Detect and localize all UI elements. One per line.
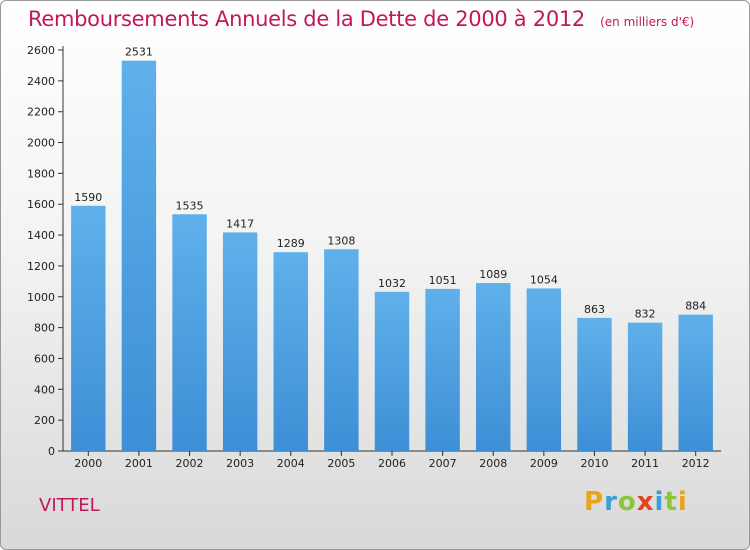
bar-2007 bbox=[425, 288, 460, 451]
y-tick-label: 0 bbox=[48, 445, 55, 458]
x-tick-label: 2006 bbox=[378, 457, 406, 470]
x-tick-label: 2001 bbox=[125, 457, 153, 470]
chart-title: Remboursements Annuels de la Dette de 20… bbox=[28, 7, 585, 31]
data-label: 1054 bbox=[530, 273, 558, 286]
x-tick-label: 2007 bbox=[429, 457, 457, 470]
y-tick-label: 800 bbox=[34, 322, 55, 335]
bar-2004 bbox=[273, 252, 308, 451]
y-tick-label: 1800 bbox=[27, 167, 55, 180]
brand-letter: o bbox=[617, 487, 637, 517]
x-tick-label: 2002 bbox=[176, 457, 204, 470]
data-label: 1308 bbox=[327, 234, 355, 247]
brand-letter: x bbox=[636, 487, 655, 517]
data-label: 863 bbox=[584, 303, 605, 316]
bar-2010 bbox=[577, 317, 612, 451]
bar-2008 bbox=[476, 283, 511, 451]
x-tick-label: 2008 bbox=[479, 457, 507, 470]
x-tick-label: 2000 bbox=[74, 457, 102, 470]
brand-letter: i bbox=[654, 487, 665, 517]
y-tick-label: 1400 bbox=[27, 229, 55, 242]
x-tick-label: 2005 bbox=[327, 457, 355, 470]
bar-2012 bbox=[678, 314, 713, 451]
bar-2005 bbox=[324, 249, 359, 451]
bar-2002 bbox=[172, 214, 207, 451]
y-tick-label: 2200 bbox=[27, 106, 55, 119]
brand-letter: r bbox=[604, 487, 618, 517]
data-label: 1535 bbox=[176, 199, 204, 212]
brand-letter: i bbox=[677, 487, 688, 517]
bar-2011 bbox=[627, 322, 663, 451]
data-label: 1032 bbox=[378, 277, 406, 290]
x-tick-label: 2012 bbox=[682, 457, 710, 470]
place-name: VITTEL bbox=[39, 495, 100, 516]
x-tick-label: 2004 bbox=[277, 457, 305, 470]
bar-2006 bbox=[374, 291, 410, 451]
y-tick-label: 200 bbox=[34, 414, 55, 427]
data-label: 1590 bbox=[74, 191, 102, 204]
brand-letter: t bbox=[664, 487, 678, 517]
bar-2009 bbox=[526, 288, 562, 451]
data-label: 2531 bbox=[125, 46, 153, 59]
x-tick-label: 2003 bbox=[226, 457, 254, 470]
y-tick-label: 400 bbox=[34, 383, 55, 396]
x-tick-label: 2010 bbox=[580, 457, 608, 470]
x-tick-label: 2009 bbox=[530, 457, 558, 470]
data-label: 1289 bbox=[277, 237, 305, 250]
y-tick-label: 1600 bbox=[27, 198, 55, 211]
y-tick-label: 1200 bbox=[27, 260, 55, 273]
data-label: 832 bbox=[635, 308, 656, 321]
x-tick-label: 2011 bbox=[631, 457, 659, 470]
y-tick-label: 2000 bbox=[27, 137, 55, 150]
y-tick-label: 600 bbox=[34, 352, 55, 365]
y-tick-label: 2600 bbox=[27, 44, 55, 57]
chart-subtitle: (en milliers d'€) bbox=[600, 15, 695, 29]
bar-2001 bbox=[121, 60, 157, 452]
brand-letter: P bbox=[584, 487, 605, 517]
brand-logo: Proxiti bbox=[584, 487, 688, 517]
data-label: 1417 bbox=[226, 217, 254, 230]
data-label: 1051 bbox=[429, 274, 457, 287]
bar-2003 bbox=[222, 232, 258, 451]
y-tick-label: 1000 bbox=[27, 291, 55, 304]
y-tick-label: 2400 bbox=[27, 75, 55, 88]
bar-2000 bbox=[71, 205, 106, 451]
data-label: 1089 bbox=[479, 268, 507, 281]
data-label: 884 bbox=[685, 300, 706, 313]
title-block: Remboursements Annuels de la Dette de 20… bbox=[28, 7, 694, 31]
